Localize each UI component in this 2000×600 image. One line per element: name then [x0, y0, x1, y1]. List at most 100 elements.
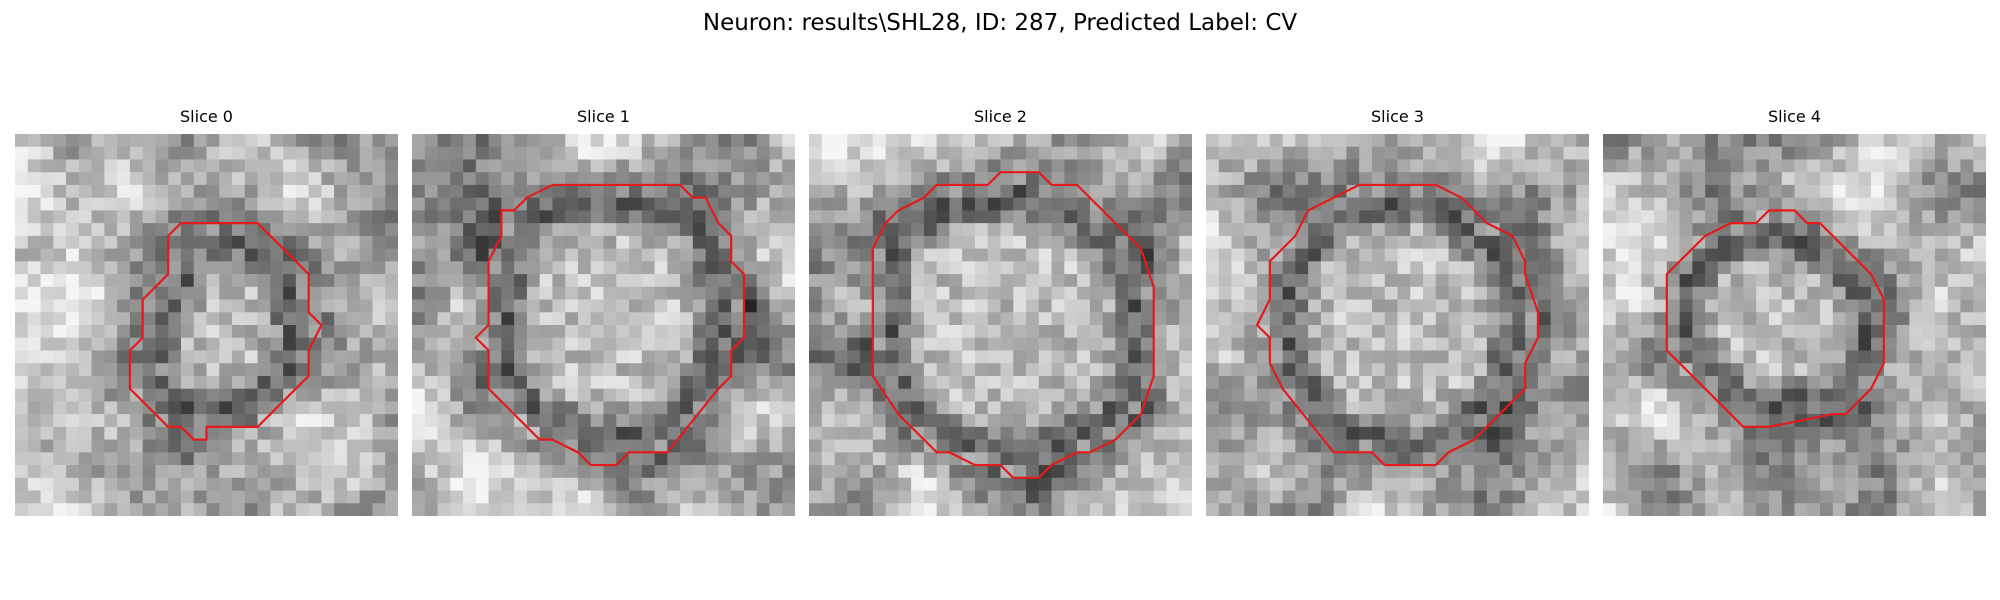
pixel [1206, 477, 1220, 491]
pixel [1051, 477, 1065, 491]
pixel [27, 503, 41, 516]
pixel [219, 465, 233, 479]
pixel [1896, 414, 1910, 428]
pixel [1858, 274, 1872, 288]
pixel [1410, 337, 1424, 351]
pixel [206, 261, 220, 275]
pixel [1717, 159, 1732, 173]
pixel [424, 146, 438, 160]
pixel [885, 337, 899, 351]
pixel [1525, 337, 1539, 351]
pixel [1896, 439, 1910, 453]
pixel [898, 210, 912, 224]
pixel [308, 503, 322, 516]
pixel [1346, 439, 1360, 453]
pixel [705, 299, 719, 313]
pixel [1295, 477, 1309, 491]
pixel [1628, 223, 1642, 237]
pixel [898, 223, 912, 237]
pixel [756, 401, 770, 415]
pixel [1218, 337, 1232, 351]
pixel [40, 350, 54, 364]
pixel [1717, 325, 1732, 339]
pixel [1206, 363, 1220, 377]
pixel [1807, 363, 1821, 377]
pixel [346, 452, 361, 466]
pixel [1269, 274, 1283, 288]
pixel [104, 134, 118, 148]
pixel [654, 184, 668, 199]
pixel [809, 261, 823, 275]
pixel [1756, 184, 1770, 199]
pixel [987, 337, 1001, 351]
pixel [1206, 274, 1220, 288]
pixel [1615, 146, 1629, 160]
pixel [821, 388, 835, 402]
pixel [321, 274, 335, 288]
pixel [155, 134, 169, 148]
pixel [1756, 426, 1770, 440]
pixel [27, 465, 41, 479]
pixel [552, 274, 566, 288]
pixel [1705, 235, 1719, 249]
pixel [1768, 146, 1783, 160]
pixel [1743, 184, 1757, 199]
pixel [1858, 465, 1872, 479]
pixel [885, 465, 899, 479]
pixel [372, 274, 386, 288]
pixel [1257, 350, 1271, 364]
pixel [257, 337, 271, 351]
pixel [629, 439, 643, 453]
pixel [885, 299, 899, 313]
pixel [53, 248, 67, 262]
pixel [514, 299, 528, 313]
pixel [641, 184, 655, 199]
pixel [372, 172, 386, 186]
pixel [949, 197, 963, 211]
pixel [412, 350, 426, 364]
pixel [616, 503, 630, 516]
pixel [769, 439, 783, 453]
pixel [424, 414, 438, 428]
pixel [78, 184, 92, 199]
pixel [295, 350, 310, 364]
pixel [104, 261, 118, 275]
pixel [1563, 274, 1577, 288]
pixel [629, 477, 643, 491]
pixel [1768, 401, 1783, 415]
pixel [526, 210, 541, 224]
pixel [1692, 184, 1706, 199]
pixel [692, 235, 707, 249]
pixel [385, 223, 398, 237]
pixel [987, 477, 1001, 491]
pixel [1781, 388, 1795, 402]
pixel [1615, 337, 1629, 351]
pixel [283, 452, 297, 466]
pixel [1077, 452, 1091, 466]
pixel [450, 414, 464, 428]
pixel [1384, 414, 1398, 428]
pixel [450, 146, 464, 160]
pixel [27, 312, 41, 326]
pixel [1537, 401, 1552, 415]
pixel [257, 401, 271, 415]
pixel [359, 274, 373, 288]
pixel [1871, 159, 1885, 173]
pixel [1743, 388, 1757, 402]
pixel [565, 134, 579, 148]
pixel [731, 223, 745, 237]
pixel [731, 197, 745, 211]
pixel [346, 414, 361, 428]
pixel [577, 388, 592, 402]
pixel [565, 274, 579, 288]
pixel [1807, 503, 1821, 516]
pixel [667, 197, 681, 211]
pixel [1525, 223, 1539, 237]
pixel [667, 414, 681, 428]
pixel [1654, 223, 1668, 237]
pixel [1973, 223, 1986, 237]
pixel [244, 184, 258, 199]
pixel [1743, 172, 1757, 186]
pixel [1947, 477, 1961, 491]
pixel [1641, 146, 1655, 160]
